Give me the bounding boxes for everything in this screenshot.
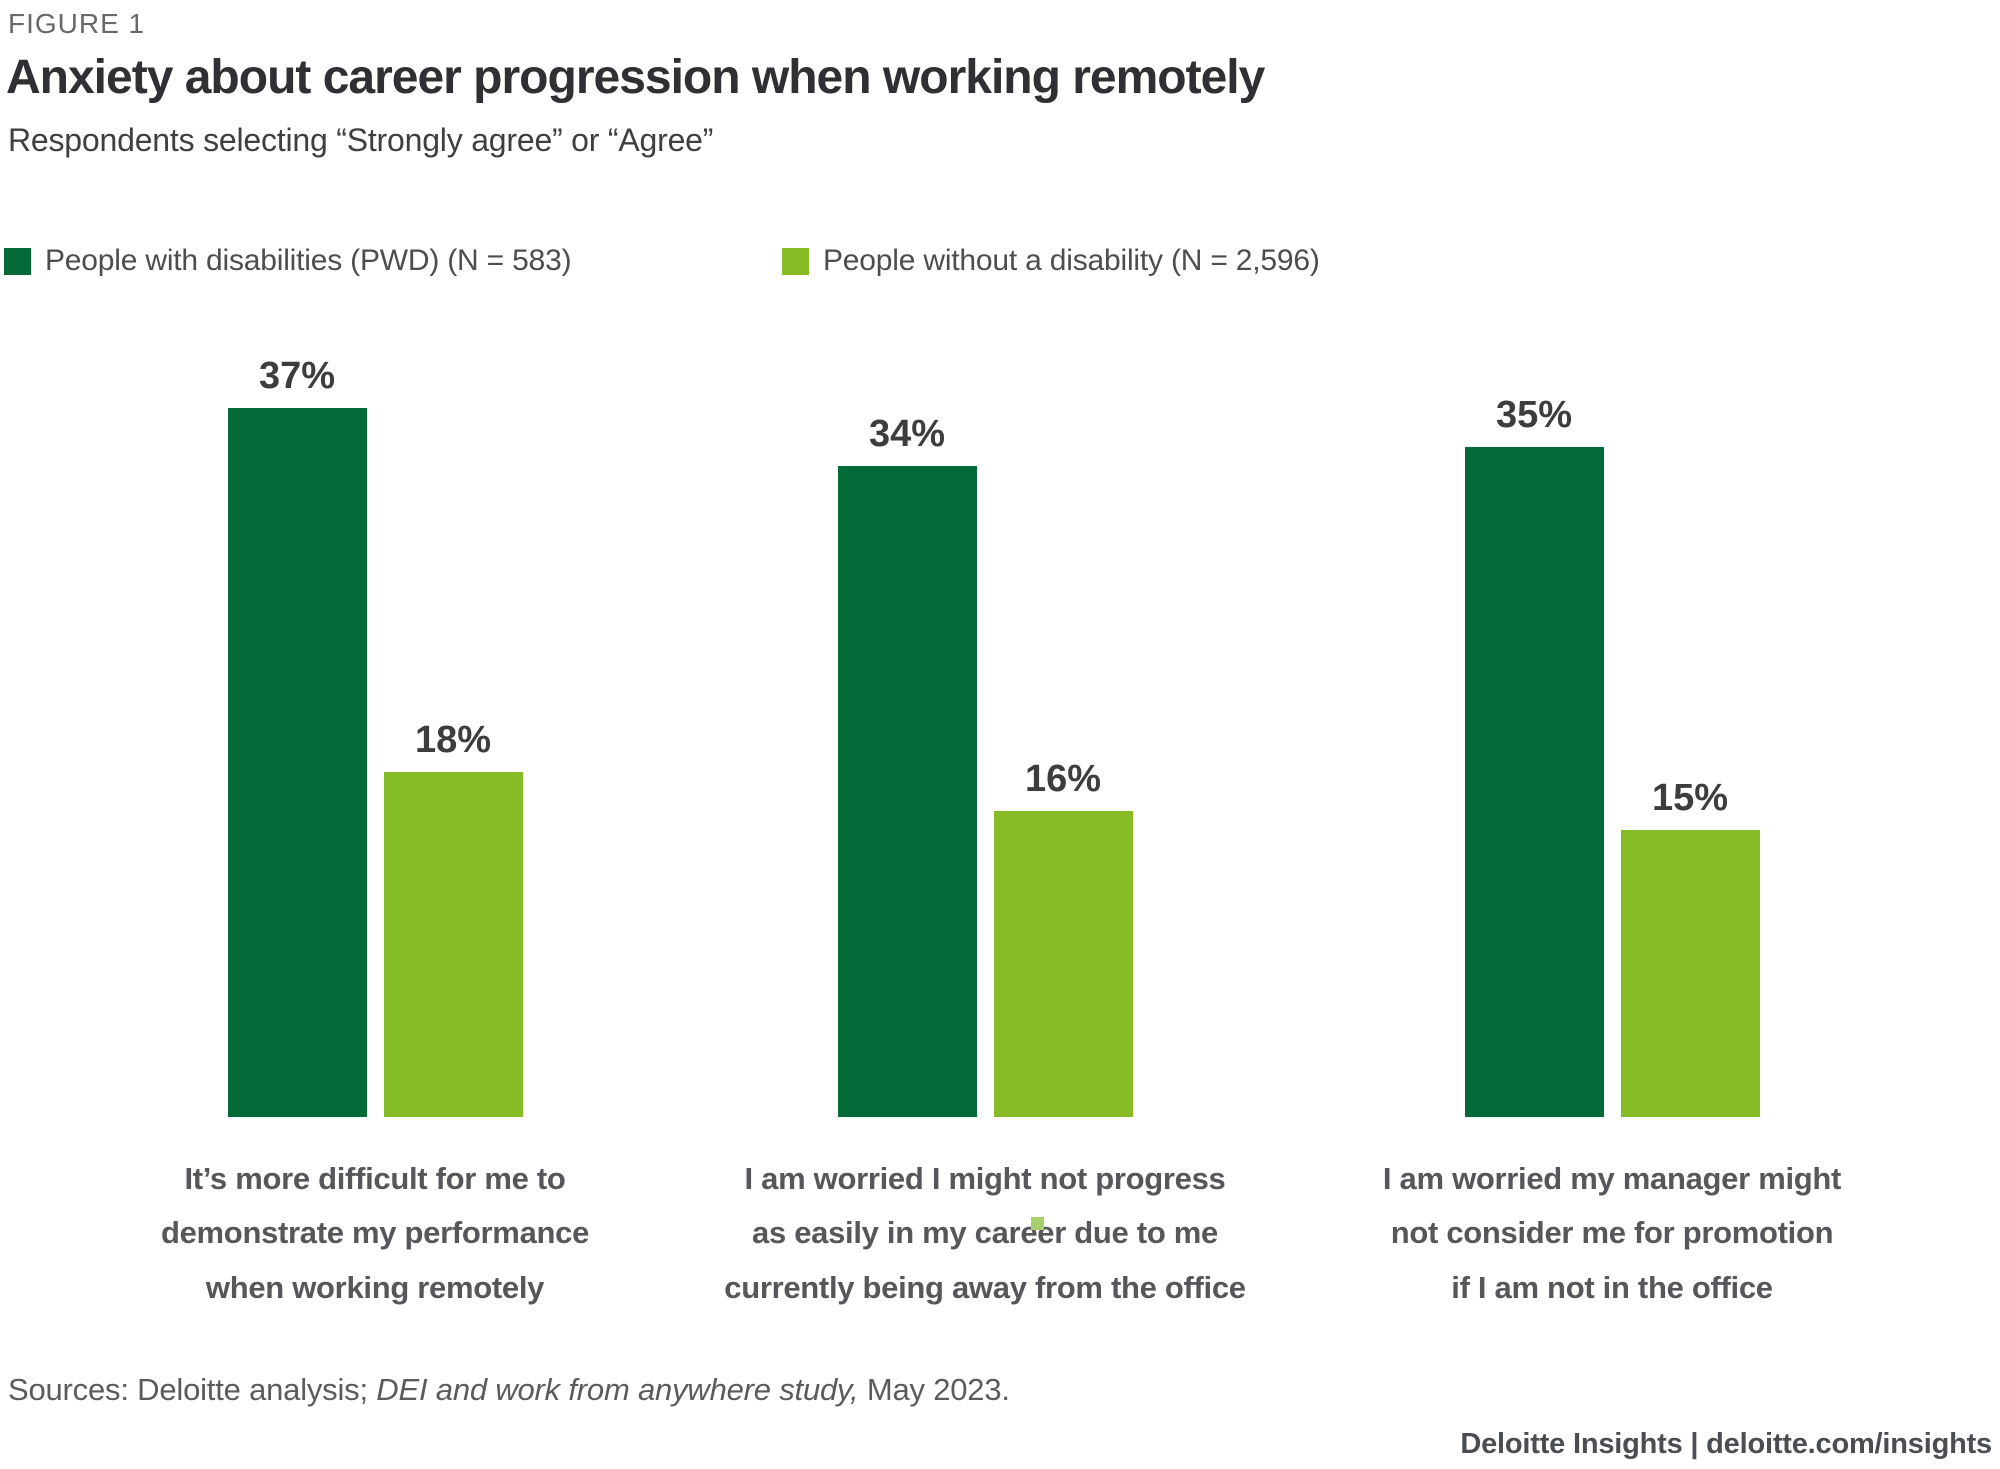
bar-value-label: 16% xyxy=(1024,758,1102,800)
chart-title: Anxiety about career progression when wo… xyxy=(6,51,1265,104)
legend-label: People without a disability (N = 2,596) xyxy=(823,244,1320,277)
bar-value-label: 15% xyxy=(1651,777,1729,819)
legend-item-pwd: People with disabilities (PWD) (N = 583) xyxy=(4,244,572,278)
bar-value-label: 35% xyxy=(1495,394,1573,436)
figure-label: FIGURE 1 xyxy=(8,8,146,39)
source-note-study-title: DEI and work from anywhere study, xyxy=(376,1372,859,1407)
legend-swatch xyxy=(4,247,31,275)
bar-no-disability-2: 15% xyxy=(1620,777,1760,1117)
bar-pwd-1: 34% xyxy=(837,413,977,1117)
source-note: Sources: Deloitte analysis; DEI and work… xyxy=(8,1372,1010,1408)
bar-value-label: 34% xyxy=(868,413,946,455)
bar-value-label: 18% xyxy=(414,719,492,761)
source-note-suffix: May 2023. xyxy=(858,1372,1010,1407)
bar-pwd-0: 37% xyxy=(227,355,367,1117)
bar-group-1: 34% 16% xyxy=(837,413,1133,1117)
source-note-prefix: Sources: Deloitte analysis; xyxy=(8,1372,377,1407)
legend-swatch xyxy=(782,247,809,275)
category-label-2: I am worried my manager might not consid… xyxy=(1382,1161,1842,1305)
bar-no-disability-1: 16% xyxy=(993,758,1133,1117)
bar-no-disability-0: 18% xyxy=(383,719,523,1117)
legend-item-no-disability: People without a disability (N = 2,596) xyxy=(782,244,1320,278)
category-label-1: I am worried I might not progress as eas… xyxy=(724,1161,1246,1305)
bar-group-0: 37% 18% xyxy=(227,355,523,1117)
chart-subtitle: Respondents selecting “Strongly agree” o… xyxy=(8,122,714,158)
stray-green-pixel-artifact xyxy=(1031,1217,1044,1230)
deloitte-insights-footer: Deloitte Insights | deloitte.com/insight… xyxy=(1460,1428,1992,1460)
plot-area: 37% 18% 34% 16% 35% 15% xyxy=(227,355,1760,1117)
legend-label: People with disabilities (PWD) (N = 583) xyxy=(45,244,572,277)
category-label-0: It’s more difficult for me to demonstrat… xyxy=(160,1161,590,1305)
bar-pwd-2: 35% xyxy=(1464,394,1604,1117)
bar-value-label: 37% xyxy=(258,355,336,397)
legend: People with disabilities (PWD) (N = 583)… xyxy=(0,244,2000,284)
bar-group-2: 35% 15% xyxy=(1464,394,1760,1117)
